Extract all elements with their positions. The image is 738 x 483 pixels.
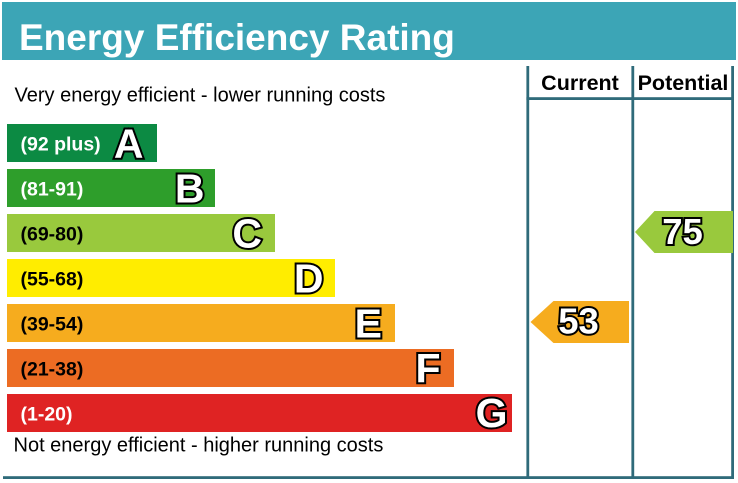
svg-text:C: C — [232, 211, 262, 257]
svg-text:Current: Current — [541, 71, 619, 95]
svg-text:Not energy efficient - higher: Not energy efficient - higher running co… — [14, 435, 384, 457]
svg-text:E: E — [355, 301, 382, 347]
svg-text:B: B — [175, 166, 205, 212]
svg-text:Energy Efficiency Rating: Energy Efficiency Rating — [19, 17, 455, 58]
svg-text:(55-68): (55-68) — [21, 269, 84, 291]
svg-text:Potential: Potential — [638, 71, 729, 95]
svg-text:F: F — [415, 346, 440, 392]
svg-text:(39-54): (39-54) — [21, 314, 84, 336]
svg-text:75: 75 — [662, 211, 703, 252]
svg-text:(69-80): (69-80) — [21, 224, 84, 246]
svg-text:53: 53 — [558, 301, 599, 342]
svg-text:(92 plus): (92 plus) — [21, 134, 101, 156]
svg-text:(81-91): (81-91) — [21, 179, 84, 201]
svg-text:D: D — [294, 256, 324, 302]
svg-text:(21-38): (21-38) — [21, 359, 84, 381]
svg-text:Very energy efficient - lower: Very energy efficient - lower running co… — [15, 85, 386, 107]
svg-text:(1-20): (1-20) — [21, 404, 73, 426]
svg-text:G: G — [476, 390, 508, 436]
svg-text:A: A — [114, 121, 144, 167]
